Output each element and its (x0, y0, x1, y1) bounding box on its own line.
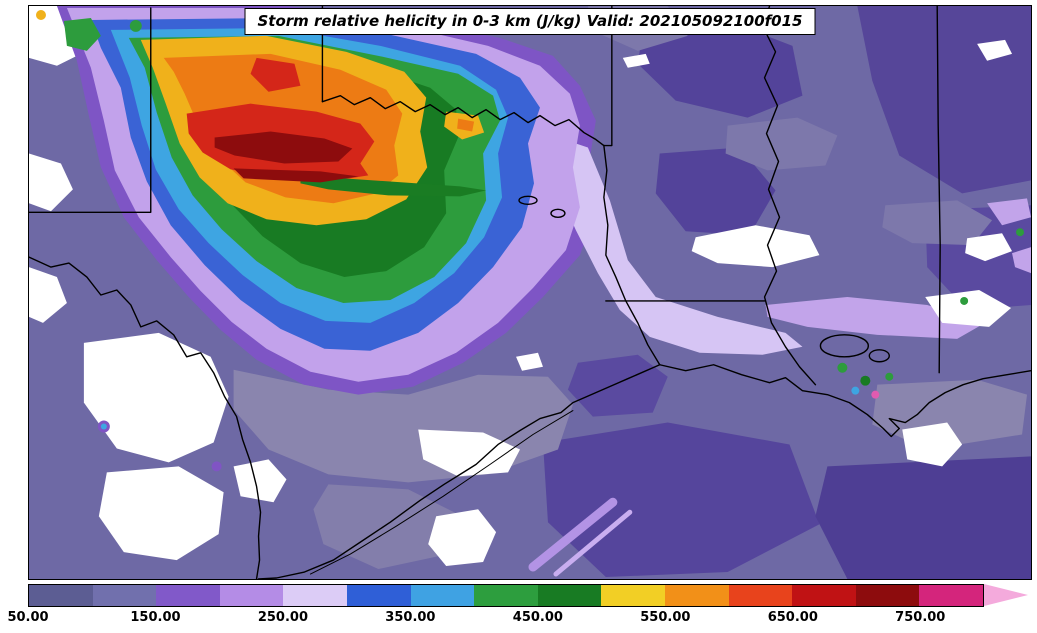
border-rio-grande (29, 256, 262, 579)
colorbar-segment (601, 585, 665, 606)
colorbar-segment (792, 585, 856, 606)
colorbar-tick-label: 750.00 (895, 610, 946, 625)
border-red-river (321, 94, 605, 147)
colorbar-tick-label: 450.00 (512, 610, 563, 625)
lake-small-1 (868, 349, 890, 363)
state-borders (29, 6, 1031, 579)
colorbar-segment (410, 585, 475, 606)
colorbar-segment (537, 585, 602, 606)
colorbar-tick-labels: 50.00 150.00 250.00 350.00 450.00 550.00 650.0… (7, 610, 984, 630)
coastline-texas (257, 364, 661, 579)
colorbar (28, 584, 984, 607)
map-frame: Storm relative helicity in 0-3 km (J/kg)… (28, 5, 1032, 580)
colorbar-extend-arrow (984, 584, 1028, 606)
colorbar-tick-label: 350.00 (385, 610, 436, 625)
lake-small-2 (518, 195, 538, 206)
colorbar-tick-label: 50.00 (7, 610, 49, 625)
barrier-islands (309, 410, 574, 575)
helicity-maximum-region (56, 6, 803, 395)
border-mississippi-river (762, 6, 817, 386)
colorbar-segment (855, 585, 920, 606)
colorbar-segment (92, 585, 157, 606)
border-mississippi-alabama (936, 6, 941, 374)
colorbar-tick-label: 650.00 (767, 610, 818, 625)
colorbar-tick-label: 550.00 (640, 610, 691, 625)
coastline-louisiana-mississippi (659, 364, 1031, 438)
small-helicity-specks (35, 9, 1025, 577)
colorbar-segment (29, 585, 93, 606)
border-oklahoma-arkansas (603, 6, 613, 147)
plot-title: Storm relative helicity in 0-3 km (J/kg)… (244, 8, 816, 35)
border-texas-east (603, 144, 661, 366)
lake-small-3 (550, 208, 566, 218)
colorbar-segment (283, 585, 347, 606)
colorbar-segment (346, 585, 411, 606)
colorbar-tick-label: 150.00 (130, 610, 181, 625)
helicity-map-svg (29, 6, 1031, 579)
colorbar-segments (29, 585, 983, 606)
colorbar-segment (156, 585, 220, 606)
colorbar-segment (664, 585, 729, 606)
colorbar-segment (219, 585, 284, 606)
lake-pontchartrain (819, 334, 870, 358)
colorbar-segment (728, 585, 793, 606)
colorbar-tick-label: 250.00 (257, 610, 309, 625)
border-newmexico-texas (29, 7, 152, 213)
colorbar-segment (474, 585, 538, 606)
colorbar-segment (919, 585, 983, 606)
